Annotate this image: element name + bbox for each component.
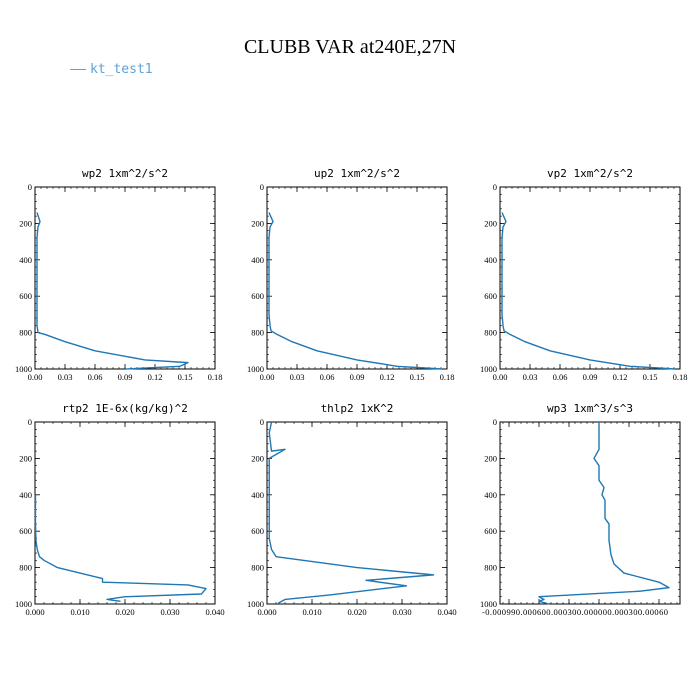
y-tick-label: 0 [493, 182, 497, 192]
chart-panel-6: wp3 1xm^3/s^3 0 200 400 600 800 1000-0.000990.… [480, 402, 681, 617]
x-tick-label: 0.15 [410, 372, 425, 382]
x-tick-label: 0.00 [28, 372, 43, 382]
x-tick-label: 0.03 [290, 372, 305, 382]
chart-title: rtp2 1E-6x(kg/kg)^2 [62, 402, 188, 415]
x-tick-label: 0.030 [392, 607, 411, 617]
y-tick-label: 200 [484, 453, 497, 463]
chart-panel-4: rtp2 1E-6x(kg/kg)^2 0 200 400 600 800 10000.00… [15, 402, 225, 617]
plot-frame [34, 421, 216, 605]
y-tick-label: 800 [19, 328, 32, 338]
y-tick-label: 400 [251, 255, 264, 265]
x-tick-label: 0.020 [115, 607, 134, 617]
x-tick-label: 0.03 [58, 372, 73, 382]
y-tick-label: 1000 [15, 364, 32, 374]
chart-title: thlp2 1xK^2 [321, 402, 394, 415]
y-tick-label: 800 [484, 328, 497, 338]
y-tick-label: 200 [484, 218, 497, 228]
y-tick-label: 600 [19, 291, 32, 301]
x-tick-label: 0.00 [260, 372, 275, 382]
y-tick-label: 800 [251, 328, 264, 338]
page-title: CLUBB VAR at240E,27N [243, 36, 457, 58]
x-tick-label: 0.040 [205, 607, 224, 617]
y-tick-label: 400 [484, 490, 497, 500]
x-tick-label: 0.09 [583, 372, 598, 382]
x-tick-label: 0.09 [118, 372, 133, 382]
y-tick-label: 1000 [480, 364, 497, 374]
x-tick-label: 0.18 [673, 372, 688, 382]
y-tick-label: 1000 [247, 364, 264, 374]
y-tick-label: 0 [493, 417, 497, 427]
chart-title: up2 1xm^2/s^2 [314, 167, 400, 180]
y-tick-label: 800 [19, 563, 32, 573]
chart-title: vp2 1xm^2/s^2 [547, 167, 633, 180]
x-tick-label: 0.15 [178, 372, 193, 382]
x-tick-label: 0.12 [380, 372, 395, 382]
y-tick-label: 400 [251, 490, 264, 500]
y-tick-label: 200 [251, 218, 264, 228]
x-tick-label: 0.010 [70, 607, 89, 617]
y-tick-label: 600 [484, 291, 497, 301]
x-tick-label: 0.030 [160, 607, 179, 617]
legend-line-swatch [70, 69, 86, 70]
series-line [36, 212, 189, 370]
y-tick-label: 600 [251, 291, 264, 301]
y-tick-label: 1000 [247, 599, 264, 609]
series-line [538, 422, 670, 605]
x-tick-label: 0.020 [347, 607, 366, 617]
x-tick-label: 0.010 [302, 607, 321, 617]
legend-label: kt_test1 [90, 62, 153, 77]
y-tick-label: 600 [251, 526, 264, 536]
y-tick-label: 800 [484, 563, 497, 573]
series-line [268, 421, 435, 604]
x-tick-label: 0.00 [493, 372, 508, 382]
y-tick-label: 600 [19, 526, 32, 536]
x-tick-label: 0.15 [643, 372, 658, 382]
series-line [268, 212, 443, 370]
plot-frame [266, 421, 448, 605]
x-tick-label: 0.03 [523, 372, 538, 382]
plot-frame [34, 186, 216, 370]
series-line [501, 212, 676, 370]
y-tick-label: 200 [251, 453, 264, 463]
x-tick-label: 0.06 [320, 372, 335, 382]
x-tick-label: 0.12 [613, 372, 628, 382]
y-tick-label: 0 [28, 182, 32, 192]
y-tick-label: 0 [260, 182, 264, 192]
y-tick-label: 400 [484, 255, 497, 265]
y-tick-label: 400 [19, 490, 32, 500]
series-line [34, 494, 207, 602]
x-tick-label: 0.06 [553, 372, 568, 382]
x-tick-label: 0.06 [88, 372, 103, 382]
x-tick-label: -0.000990.000600.000300.000000.000300.00… [482, 607, 668, 617]
x-tick-label: 0.000 [25, 607, 44, 617]
y-tick-label: 0 [260, 417, 264, 427]
x-tick-label: 0.12 [148, 372, 163, 382]
x-tick-label: 0.000 [257, 607, 276, 617]
y-tick-label: 200 [19, 218, 32, 228]
y-tick-label: 400 [19, 255, 32, 265]
y-tick-label: 1000 [480, 599, 497, 609]
x-tick-label: 0.18 [440, 372, 455, 382]
x-tick-label: 0.040 [437, 607, 456, 617]
legend: kt_test1 [70, 62, 153, 77]
y-tick-label: 800 [251, 563, 264, 573]
y-tick-label: 1000 [15, 599, 32, 609]
plot-frame [499, 421, 681, 605]
y-tick-label: 0 [28, 417, 32, 427]
y-tick-label: 200 [19, 453, 32, 463]
chart-title: wp3 1xm^3/s^3 [547, 402, 633, 415]
chart-title: wp2 1xm^2/s^2 [82, 167, 168, 180]
y-tick-label: 600 [484, 526, 497, 536]
x-tick-label: 0.09 [350, 372, 365, 382]
x-tick-label: 0.18 [208, 372, 223, 382]
